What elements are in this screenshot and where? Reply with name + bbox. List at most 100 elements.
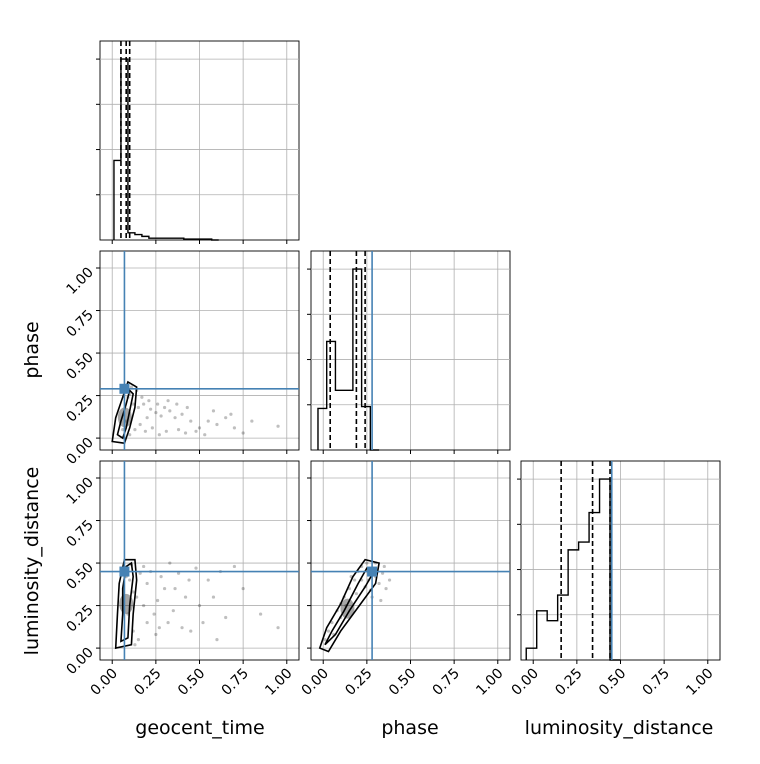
scatter-point <box>276 626 280 630</box>
histogram-step <box>525 478 621 661</box>
histogram-bar <box>156 238 163 240</box>
scatter-point <box>276 424 280 428</box>
y-tick-label: 1.00 <box>63 475 96 508</box>
scatter-point <box>131 402 135 406</box>
scatter-point <box>175 402 179 406</box>
scatter-point <box>183 595 188 599</box>
scatter-point <box>136 637 141 642</box>
x-tick-label: 0.50 <box>175 666 208 699</box>
scatter-point <box>382 564 386 569</box>
y-tick-label: 0.50 <box>63 350 96 383</box>
x-tick-label: 0.50 <box>386 666 419 699</box>
scatter-point <box>129 385 134 389</box>
scatter-point <box>365 561 369 565</box>
axes-frame <box>99 460 300 661</box>
y-tick-label: 0.25 <box>63 602 96 635</box>
scatter-point <box>194 566 198 570</box>
scatter-point <box>162 405 167 410</box>
scatter-point <box>140 395 144 399</box>
scatter-point <box>166 399 170 403</box>
histogram-bar <box>600 479 610 660</box>
y-tick-label: 0.50 <box>63 560 96 593</box>
histogram-bar <box>149 238 156 240</box>
scatter-point <box>142 564 146 569</box>
scatter-point <box>128 578 132 582</box>
scatter-point <box>157 626 161 630</box>
histogram-bar <box>142 236 149 240</box>
scatter-point <box>194 429 198 433</box>
scatter-point <box>354 592 358 596</box>
contour-1 <box>318 558 380 653</box>
scatter-point <box>379 598 383 603</box>
scatter-point <box>128 433 132 437</box>
scatter-point <box>152 612 156 616</box>
scatter-point <box>145 581 149 586</box>
scatter-point <box>166 620 170 625</box>
scatter-point <box>232 564 237 569</box>
histogram-bar <box>579 542 589 660</box>
x-axis-labels: geocent_time phase luminosity_distance <box>135 717 713 739</box>
x-tick-label: 0.50 <box>596 666 629 699</box>
scatter-point <box>189 629 193 633</box>
scatter-point <box>203 433 207 437</box>
x-tick-label: 0.00 <box>88 666 121 699</box>
scatter-point <box>131 590 135 594</box>
scatter-point <box>201 620 205 625</box>
truth-marker <box>367 566 378 577</box>
panels-layer: 0.00 0.25 0.50 0.75 1.000.000.250.500.751.00… <box>63 40 721 699</box>
panel-luminosity-distance-vs-phase: 0.00 0.25 0.50 0.75 1.00 <box>299 460 511 699</box>
panel-phase-hist <box>307 250 511 454</box>
scatter-point <box>176 571 181 575</box>
axes-frame <box>310 250 511 451</box>
histogram-bar <box>191 239 198 240</box>
x-tick-label: 0.25 <box>552 666 585 699</box>
scatter-point <box>138 571 142 575</box>
contour-0 <box>120 561 134 643</box>
scatter-point <box>173 416 177 420</box>
scatter-point <box>156 598 160 603</box>
scatter-point <box>215 422 219 427</box>
y-tick-label: 0.00 <box>63 435 96 468</box>
scatter-point <box>250 419 254 423</box>
truth-marker <box>119 383 130 394</box>
scatter-point <box>145 416 149 420</box>
y-tick-label: 0.25 <box>63 392 96 425</box>
scatter-point <box>215 637 219 642</box>
contour-1 <box>114 558 138 650</box>
histogram-bar <box>205 239 212 240</box>
scatter-point <box>211 595 216 599</box>
x-tick-label: 1.00 <box>262 666 295 699</box>
scatter-point <box>154 632 158 637</box>
scatter-point <box>229 412 233 416</box>
x-tick-label: 1.00 <box>473 666 506 699</box>
axes-frame <box>310 460 511 661</box>
scatter-point <box>258 612 263 616</box>
xlabel-luminosity-distance: luminosity_distance <box>525 717 714 739</box>
truth-marker <box>119 566 130 577</box>
scatter-point <box>206 419 210 423</box>
scatter-point <box>197 426 202 430</box>
scatter-point <box>187 578 191 582</box>
histogram-bar <box>318 408 327 450</box>
ylabel-phase: phase <box>21 321 43 378</box>
scatter-point <box>157 433 161 437</box>
scatter-point <box>171 609 175 613</box>
histogram-bar <box>353 269 362 450</box>
axes-frame <box>99 250 300 451</box>
panel-luminosity-distance-hist: 0.00 0.25 0.50 0.75 1.00 <box>509 460 721 699</box>
scatter-point <box>168 561 172 565</box>
scatter-point <box>173 586 177 591</box>
y-axis-labels: phase luminosity_distance <box>21 321 43 655</box>
x-tick-label: 0.25 <box>342 666 375 699</box>
x-tick-label: 0.00 <box>509 666 542 699</box>
axes-frame <box>99 40 300 241</box>
histogram-bar <box>327 341 336 450</box>
x-tick-label: 0.75 <box>430 666 463 699</box>
scatter-point <box>180 412 184 416</box>
scatter-point <box>147 399 151 403</box>
scatter-point <box>387 578 392 582</box>
scatter-point <box>241 586 245 591</box>
y-tick-label: 0.00 <box>63 645 96 678</box>
scatter-point <box>135 595 139 599</box>
